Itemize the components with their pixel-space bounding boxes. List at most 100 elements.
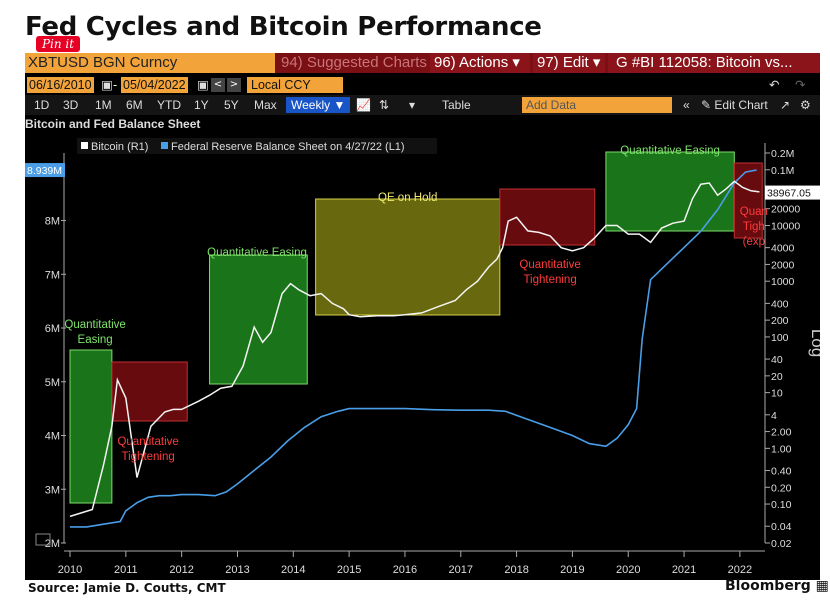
regime-band: [605, 151, 735, 232]
legend-label: Federal Reserve Balance Sheet on 4/27/22…: [171, 141, 405, 153]
right-current-badge: [765, 185, 820, 200]
undo-icon[interactable]: ↶: [769, 78, 780, 92]
right-tick-label: 0.02: [771, 538, 792, 550]
period-bar: 1D 3D 1M 6M YTD 1Y 5Y Max Weekly ▼ 📈 ⇅ ▾…: [25, 95, 820, 115]
bar-type-icon[interactable]: ⇅: [379, 98, 390, 112]
chart-code-field[interactable]: G #BI 112058: Bitcoin vs...: [608, 53, 820, 73]
edit-menu[interactable]: 97) Edit ▾: [533, 53, 605, 73]
x-tick-label: 2019: [560, 564, 584, 576]
right-tick-label: 0.1M: [771, 165, 794, 177]
bitcoin-line: [69, 180, 760, 518]
period-1m[interactable]: 1M: [95, 98, 112, 112]
date-separator: -: [113, 78, 118, 92]
calendar-icon[interactable]: ▣: [197, 78, 209, 92]
right-tick-label: 10000: [771, 220, 800, 232]
regime-band: [733, 162, 763, 239]
chart-options-icon: [35, 533, 51, 546]
period-5y[interactable]: 5Y: [224, 98, 239, 112]
left-tick-label: 2M: [45, 538, 60, 550]
period-max[interactable]: Max: [254, 98, 277, 112]
regime-band: [499, 188, 596, 246]
right-tick-label: 0.2M: [771, 148, 794, 160]
x-tick-label: 2011: [114, 564, 138, 576]
right-tick-label: 0.04: [771, 521, 792, 533]
left-tick-label: 5M: [45, 377, 60, 389]
legend-label: Bitcoin (R1): [91, 141, 148, 153]
suggested-charts-menu[interactable]: 94) Suggested Charts: [281, 54, 427, 71]
right-tick-label: 0.10: [771, 499, 792, 511]
right-tick-label: 1.00: [771, 443, 792, 455]
left-tick-label: 4M: [45, 431, 60, 443]
regime-label: Quantitative Easing: [620, 145, 720, 157]
actions-menu[interactable]: 96) Actions ▾: [430, 53, 530, 73]
x-tick-label: 2021: [672, 564, 696, 576]
regime-label: Tightening: [122, 451, 175, 463]
regime-label: Tigh: [743, 221, 765, 233]
regime-label: Quan: [740, 206, 768, 218]
x-tick-label: 2013: [225, 564, 249, 576]
currency-select[interactable]: Local CCY: [247, 77, 343, 93]
end-date-input[interactable]: 05/04/2022: [121, 77, 188, 93]
edit-chart-button[interactable]: ✎ Edit Chart: [701, 98, 768, 112]
ticker-field[interactable]: XBTUSD BGN Curncy: [25, 53, 275, 73]
right-tick-label: 2.00: [771, 427, 792, 439]
bloomberg-brand: Bloomberg: [725, 578, 811, 594]
right-tick-label: 0.40: [771, 466, 792, 478]
period-6m[interactable]: 6M: [126, 98, 143, 112]
legend-swatch: [81, 142, 88, 149]
table-button[interactable]: Table: [442, 98, 471, 112]
chevron-left-icon[interactable]: <: [211, 78, 225, 92]
regime-band: [315, 198, 501, 316]
x-tick-label: 2018: [504, 564, 528, 576]
right-tick-label: 2000: [771, 259, 795, 271]
redo-icon[interactable]: ↷: [795, 78, 806, 92]
collapse-icon[interactable]: «: [683, 98, 690, 112]
chevron-right-icon[interactable]: >: [227, 78, 241, 92]
x-tick-label: 2014: [281, 564, 305, 576]
regime-band: [69, 349, 113, 504]
regime-label: Quantitative: [519, 259, 580, 271]
right-tick-label: 1000: [771, 276, 795, 288]
right-tick-label: 40: [771, 354, 783, 366]
regime-label: Easing: [78, 334, 113, 346]
gear-icon[interactable]: ⚙: [800, 98, 811, 112]
left-current-value: 8.939M: [27, 165, 62, 177]
dropdown-icon[interactable]: ▾: [409, 98, 416, 112]
y-scale-label: Log: [808, 329, 820, 357]
regime-band: [209, 254, 308, 385]
regime-label: Quantitative Easing: [207, 247, 307, 259]
x-tick-label: 2012: [169, 564, 193, 576]
page-title: Fed Cycles and Bitcoin Performance: [25, 12, 542, 42]
left-current-badge: [25, 163, 65, 178]
bloomberg-logo: Bloomberg ▦: [725, 578, 829, 594]
start-date-input[interactable]: 06/16/2010: [27, 77, 94, 93]
x-tick-label: 2015: [337, 564, 361, 576]
period-3d[interactable]: 3D: [63, 98, 79, 112]
pinit-button[interactable]: Pin it: [36, 36, 80, 52]
right-tick-label: 20: [771, 371, 783, 383]
fed-balance-line: [70, 169, 757, 528]
expand-icon[interactable]: ↗: [780, 98, 791, 112]
bloomberg-terminal: XBTUSD BGN Curncy 94) Suggested Charts 9…: [25, 53, 820, 580]
x-tick-label: 2020: [616, 564, 640, 576]
calendar-icon[interactable]: ▣: [101, 78, 113, 92]
x-tick-label: 2017: [449, 564, 473, 576]
right-current-value: 38967.05: [767, 188, 811, 200]
command-bar: XBTUSD BGN Curncy 94) Suggested Charts 9…: [25, 53, 820, 73]
date-bar: 06/16/2010 ▣ - 05/04/2022 ▣ < > Local CC…: [25, 75, 820, 95]
add-data-input[interactable]: Add Data: [522, 97, 672, 113]
period-1d[interactable]: 1D: [34, 98, 50, 112]
right-tick-label: 0.20: [771, 482, 792, 494]
left-tick-label: 8M: [45, 216, 60, 228]
right-tick-label: 200: [771, 315, 789, 327]
legend-swatch: [161, 142, 168, 149]
x-tick-label: 2016: [393, 564, 417, 576]
frequency-select[interactable]: Weekly ▼: [286, 97, 351, 113]
right-tick-label: 4: [771, 410, 777, 422]
period-1y[interactable]: 1Y: [194, 98, 209, 112]
regime-label: Quantitative: [117, 436, 178, 448]
regime-label: (exp: [743, 236, 765, 248]
period-ytd[interactable]: YTD: [157, 98, 181, 112]
line-chart-icon[interactable]: 📈: [356, 98, 371, 112]
right-tick-label: 400: [771, 298, 789, 310]
